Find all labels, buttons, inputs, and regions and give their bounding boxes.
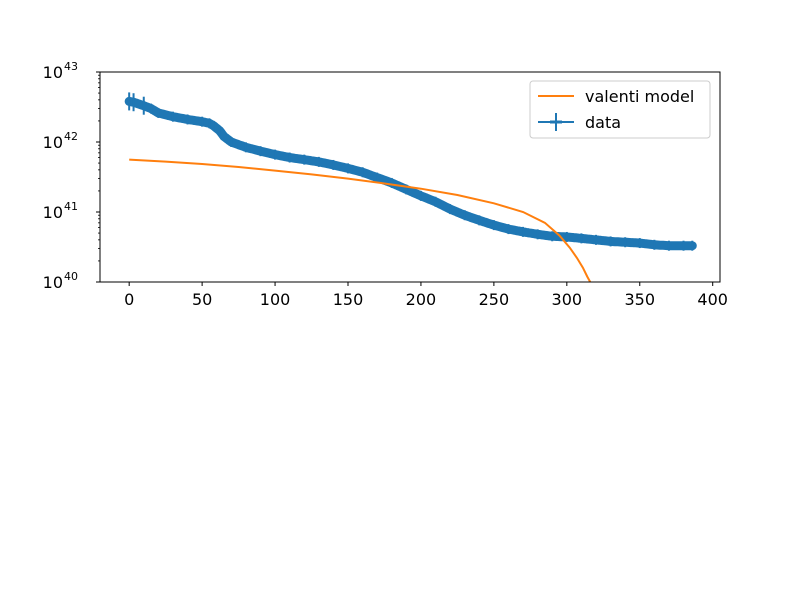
y-tick-label: 10 bbox=[43, 63, 63, 82]
legend-box bbox=[529, 80, 711, 139]
y-tick-label: 10 bbox=[43, 273, 63, 292]
x-tick-label: 100 bbox=[260, 290, 291, 309]
x-tick-label: 300 bbox=[552, 290, 583, 309]
y-tick-label: 10 bbox=[43, 203, 63, 222]
x-tick-label: 200 bbox=[406, 290, 437, 309]
y-tick-exponent: 40 bbox=[64, 270, 78, 283]
x-tick-label: 250 bbox=[479, 290, 510, 309]
x-axis: 0 50 100 150 200 250 300 350 400 bbox=[124, 282, 728, 309]
legend-swatch-data bbox=[538, 113, 574, 131]
legend-label-data: data bbox=[585, 113, 621, 132]
plot-area bbox=[124, 92, 697, 282]
y-tick-exponent: 41 bbox=[64, 200, 78, 213]
x-tick-label: 400 bbox=[697, 290, 728, 309]
x-tick-label: 350 bbox=[624, 290, 655, 309]
valenti-model-line bbox=[129, 158, 592, 282]
x-tick-label: 0 bbox=[124, 290, 134, 309]
x-tick-label: 50 bbox=[192, 290, 212, 309]
y-tick-label: 10 bbox=[43, 133, 63, 152]
x-tick-label: 150 bbox=[333, 290, 364, 309]
series-data bbox=[124, 92, 697, 251]
axes-frame bbox=[99, 71, 721, 283]
legend: valenti model data bbox=[529, 80, 711, 139]
y-tick-exponent: 42 bbox=[64, 130, 78, 143]
legend-label-valenti-model: valenti model bbox=[585, 87, 694, 106]
y-tick-exponent: 43 bbox=[64, 60, 78, 73]
series-valenti-model bbox=[129, 158, 592, 282]
